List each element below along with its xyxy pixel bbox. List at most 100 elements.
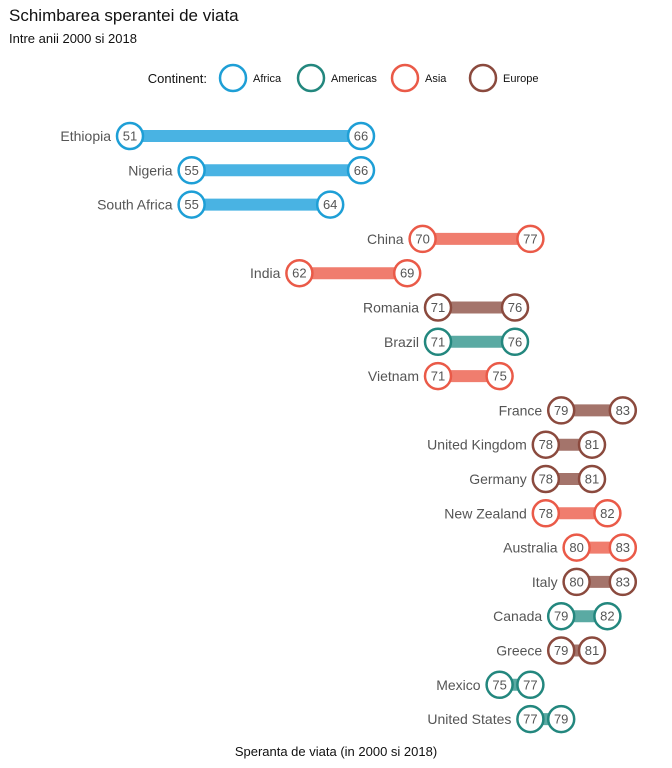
point-2000-mexico [485,670,514,700]
point-2018-united-states [546,704,576,734]
point-2000-greece [546,636,576,665]
country-label-france: France [499,402,543,418]
legend-label-europe: Europe [503,73,538,85]
legend-label-asia: Asia [425,73,447,85]
country-label-australia: Australia [503,540,558,556]
point-2018-canada [593,601,622,631]
country-label-romania: Romania [363,300,419,316]
legend-key-europe [468,63,498,93]
country-label-italy: Italy [532,574,558,590]
country-label-ethiopia: Ethiopia [60,128,111,144]
value-label-2018-india: 69 [400,266,414,281]
value-label-2000-australia: 80 [569,540,583,555]
country-label-new-zealand: New Zealand [444,505,527,521]
value-label-2018-united-kingdom: 81 [585,437,599,452]
value-label-2000-ethiopia: 51 [123,129,137,144]
legend-key-africa [218,63,248,93]
value-label-2000-france: 79 [554,403,568,418]
value-label-2000-brazil: 71 [431,334,445,349]
country-label-india: India [250,265,281,281]
legend-title: Continent: [148,71,207,86]
point-2018-nigeria [346,156,376,185]
country-label-nigeria: Nigeria [128,162,173,178]
point-2018-south-africa [315,190,345,219]
country-label-united-kingdom: United Kingdom [427,437,527,453]
value-label-2018-ethiopia: 66 [354,129,368,144]
value-label-2000-nigeria: 55 [184,163,198,178]
chart-title: Schimbarea sperantei de viata [9,6,239,25]
point-2018-brazil [500,327,530,357]
value-label-2018-france: 83 [616,403,630,418]
country-label-germany: Germany [469,471,527,487]
point-2000-south-africa [177,190,206,219]
point-2000-new-zealand [531,499,561,528]
value-label-2000-united-kingdom: 78 [539,437,553,452]
value-label-2018-italy: 83 [616,574,630,589]
legend-label-africa: Africa [253,73,282,85]
point-2000-nigeria [177,156,206,185]
point-2000-ethiopia [115,121,145,151]
country-label-mexico: Mexico [436,677,481,693]
point-2000-canada [546,601,576,631]
country-label-south-africa: South Africa [97,197,173,213]
chart-subtitle: Intre anii 2000 si 2018 [9,31,137,46]
value-label-2000-canada: 79 [554,609,568,624]
value-label-2018-south-africa: 64 [323,197,337,212]
point-2018-india [392,258,422,288]
legend-key-asia [390,63,420,93]
country-label-brazil: Brazil [384,334,419,350]
legend-key-americas [296,63,326,93]
point-2000-united-states [516,704,545,734]
value-label-2018-nigeria: 66 [354,163,368,178]
value-label-2018-germany: 81 [585,472,599,487]
point-2000-australia [562,533,591,562]
point-2018-mexico [516,670,545,700]
value-label-2018-australia: 83 [616,540,630,555]
point-2000-germany [531,464,561,494]
point-2000-india [285,258,314,288]
point-2000-brazil [423,327,453,357]
value-label-2018-greece: 81 [585,643,599,658]
country-label-china: China [367,231,404,247]
value-label-2018-vietnam: 75 [492,369,506,384]
point-2000-france [546,396,576,425]
country-label-canada: Canada [493,608,542,624]
point-2000-vietnam [423,361,453,391]
point-2018-greece [577,636,607,665]
value-label-2000-greece: 79 [554,643,568,658]
point-2000-italy [562,567,591,597]
value-label-2000-united-states: 77 [523,712,537,727]
point-2018-new-zealand [593,499,622,528]
country-label-greece: Greece [496,643,542,659]
value-label-2018-brazil: 76 [508,334,522,349]
value-label-2000-new-zealand: 78 [539,506,553,521]
value-label-2000-italy: 80 [569,574,583,589]
value-label-2000-india: 62 [292,266,306,281]
point-2000-united-kingdom [531,430,561,459]
value-label-2018-mexico: 77 [523,677,537,692]
value-label-2018-new-zealand: 82 [600,506,614,521]
point-2018-australia [608,533,638,562]
value-label-2000-vietnam: 71 [431,369,445,384]
value-label-2000-romania: 71 [431,300,445,315]
country-label-vietnam: Vietnam [368,368,419,384]
value-label-2018-china: 77 [523,231,537,246]
value-label-2018-united-states: 79 [554,712,568,727]
value-label-2000-china: 70 [415,231,429,246]
value-label-2000-south-africa: 55 [184,197,198,212]
point-2018-germany [577,464,607,494]
point-2018-china [516,224,545,254]
x-axis-label: Speranta de viata (in 2000 si 2018) [234,744,438,759]
country-label-united-states: United States [427,711,511,727]
point-2018-italy [608,567,638,597]
value-label-2000-germany: 78 [539,472,553,487]
value-label-2000-mexico: 75 [492,677,506,692]
point-2018-united-kingdom [577,430,607,459]
value-label-2018-romania: 76 [508,300,522,315]
point-2018-france [608,396,638,425]
point-2018-ethiopia [346,121,376,151]
legend-label-americas: Americas [331,73,377,85]
point-2018-vietnam [485,361,514,391]
value-label-2018-canada: 82 [600,609,614,624]
